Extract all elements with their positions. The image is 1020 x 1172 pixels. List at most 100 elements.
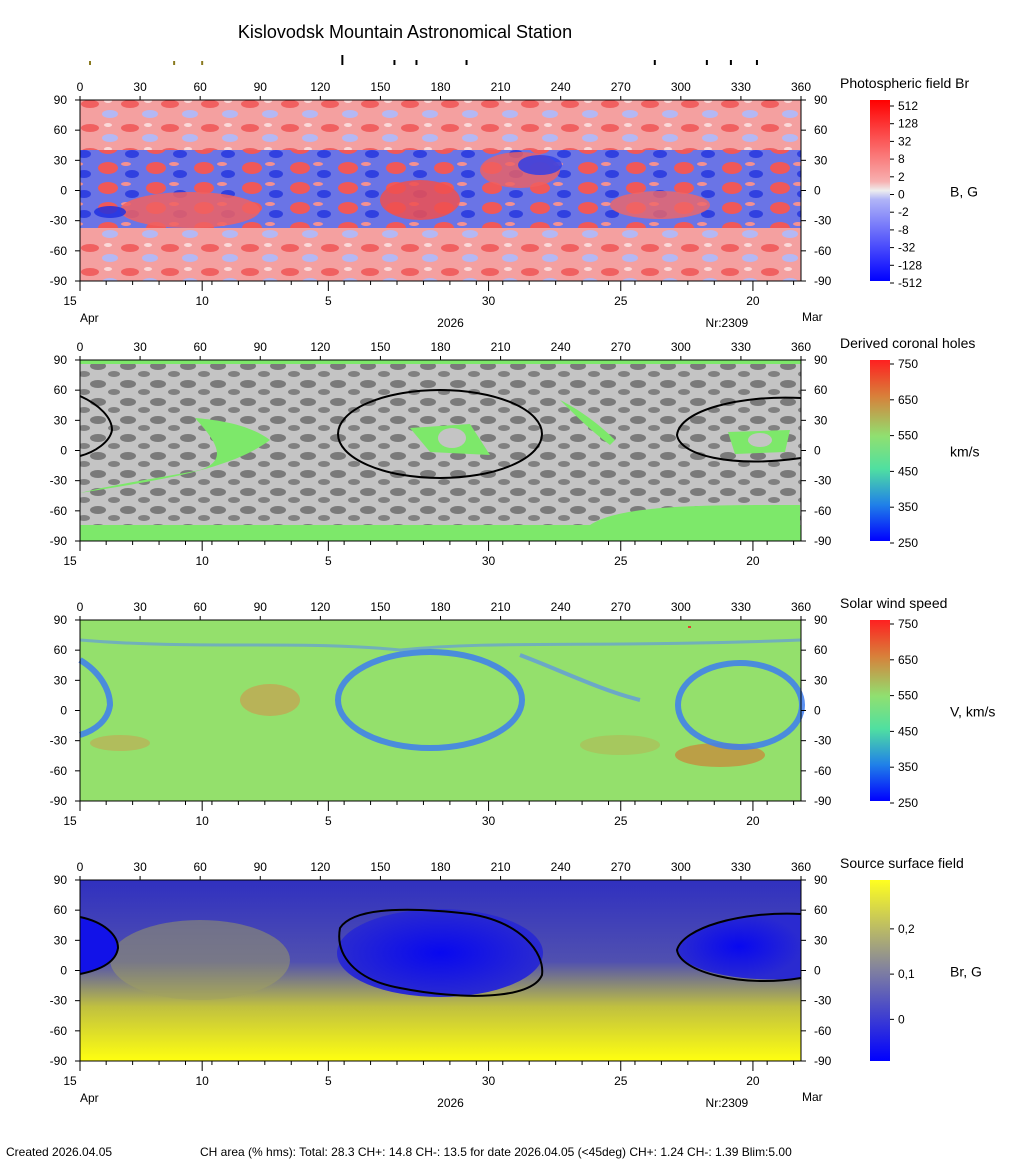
lat-tick-label-left: 90 bbox=[54, 613, 68, 627]
lon-tick-label: 360 bbox=[791, 340, 811, 354]
lat-tick-label-left: -60 bbox=[50, 1024, 68, 1038]
lat-tick-label-left: -30 bbox=[50, 734, 68, 748]
lon-tick-label: 90 bbox=[254, 340, 268, 354]
date-tick-label: 20 bbox=[746, 1074, 760, 1088]
lon-tick-label: 240 bbox=[551, 600, 571, 614]
lat-tick-label-left: 90 bbox=[54, 873, 68, 887]
coronal-holes-map bbox=[79, 360, 802, 541]
colorbar bbox=[870, 880, 890, 1061]
lon-tick-label: 240 bbox=[551, 860, 571, 874]
lat-tick-label-right: 30 bbox=[814, 153, 828, 167]
date-tick-label: 30 bbox=[482, 294, 496, 308]
lat-tick-label-left: 0 bbox=[60, 704, 67, 718]
date-tick-label: 15 bbox=[63, 814, 77, 828]
lon-tick-label: 120 bbox=[310, 860, 330, 874]
colorbar-tick-label: 8 bbox=[898, 152, 905, 166]
date-tick-label: 5 bbox=[325, 554, 332, 568]
lat-tick-label-right: 0 bbox=[814, 184, 821, 198]
lat-tick-label-left: 30 bbox=[54, 933, 68, 947]
lat-tick-label-left: 60 bbox=[54, 123, 68, 137]
lon-tick-label: 330 bbox=[731, 860, 751, 874]
lat-tick-label-left: 90 bbox=[54, 353, 68, 367]
month-label-right: Mar bbox=[802, 310, 823, 324]
colorbar-tick-label: 2 bbox=[898, 170, 905, 184]
lon-tick-label: 0 bbox=[77, 80, 84, 94]
lat-tick-label-left: -60 bbox=[50, 764, 68, 778]
date-tick-label: 25 bbox=[614, 814, 628, 828]
lat-tick-label-right: 60 bbox=[814, 643, 828, 657]
lon-tick-label: 60 bbox=[193, 80, 207, 94]
colorbar-tick-label: 750 bbox=[898, 357, 918, 371]
lat-tick-label-right: 60 bbox=[814, 123, 828, 137]
lat-tick-label-right: 90 bbox=[814, 873, 828, 887]
lon-tick-label: 0 bbox=[77, 600, 84, 614]
footer-stats: CH area (% hms): Total: 28.3 CH+: 14.8 C… bbox=[200, 1145, 792, 1159]
lon-tick-label: 330 bbox=[731, 80, 751, 94]
lat-tick-label-left: -60 bbox=[50, 244, 68, 258]
date-tick-label: 30 bbox=[482, 554, 496, 568]
colorbar-tick-label: -128 bbox=[898, 258, 922, 272]
date-tick-label: 20 bbox=[746, 294, 760, 308]
panel-title: Derived coronal holes bbox=[840, 335, 975, 351]
colorbar-tick-label: 32 bbox=[898, 134, 912, 148]
footer-created: Created 2026.04.05 bbox=[6, 1145, 112, 1159]
lon-tick-label: 150 bbox=[370, 340, 390, 354]
lon-tick-label: 210 bbox=[491, 860, 511, 874]
lon-tick-label: 30 bbox=[133, 340, 147, 354]
colorbar-tick-label: 512 bbox=[898, 99, 918, 113]
lat-tick-label-left: -60 bbox=[50, 504, 68, 518]
lon-tick-label: 210 bbox=[491, 80, 511, 94]
lon-tick-label: 30 bbox=[133, 860, 147, 874]
colorbar-tick-label: -8 bbox=[898, 223, 909, 237]
month-label-left: Apr bbox=[80, 311, 99, 325]
colorbar bbox=[870, 620, 890, 801]
lat-tick-label-right: -60 bbox=[814, 504, 832, 518]
date-tick-label: 5 bbox=[325, 1074, 332, 1088]
colorbar-tick-label: -32 bbox=[898, 241, 916, 255]
lat-tick-label-right: -30 bbox=[814, 734, 832, 748]
lat-tick-label-left: 0 bbox=[60, 444, 67, 458]
date-tick-label: 15 bbox=[63, 294, 77, 308]
panel-coronal-holes bbox=[79, 360, 802, 541]
rotation-label: Nr:2309 bbox=[706, 1096, 749, 1110]
colorbar-tick-label: 0,2 bbox=[898, 922, 915, 936]
lon-tick-label: 150 bbox=[370, 860, 390, 874]
lat-tick-label-left: 30 bbox=[54, 153, 68, 167]
lon-tick-label: 180 bbox=[430, 600, 450, 614]
figure-title: Kislovodsk Mountain Astronomical Station bbox=[238, 22, 572, 42]
lat-tick-label-left: 0 bbox=[60, 964, 67, 978]
lon-tick-label: 150 bbox=[370, 600, 390, 614]
lon-tick-label: 270 bbox=[611, 860, 631, 874]
lat-tick-label-right: -90 bbox=[814, 534, 832, 548]
lat-tick-label-right: -60 bbox=[814, 764, 832, 778]
colorbar-tick-label: 0 bbox=[898, 188, 905, 202]
lon-tick-label: 120 bbox=[310, 80, 330, 94]
lat-tick-label-right: -60 bbox=[814, 1024, 832, 1038]
colorbar-tick-label: 750 bbox=[898, 617, 918, 631]
lon-tick-label: 120 bbox=[310, 600, 330, 614]
colorbar-tick-label: 0,1 bbox=[898, 967, 915, 981]
date-tick-label: 10 bbox=[195, 1074, 209, 1088]
lat-tick-label-left: 0 bbox=[60, 184, 67, 198]
lat-tick-label-left: 90 bbox=[54, 93, 68, 107]
lon-tick-label: 60 bbox=[193, 860, 207, 874]
colorbar-tick-label: 450 bbox=[898, 724, 918, 738]
lat-tick-label-left: 60 bbox=[54, 643, 68, 657]
date-tick-label: 10 bbox=[195, 294, 209, 308]
colorbar-tick-label: 128 bbox=[898, 117, 918, 131]
lat-tick-label-left: -90 bbox=[50, 794, 68, 808]
lat-tick-label-right: 0 bbox=[814, 964, 821, 978]
panel-title: Source surface field bbox=[840, 855, 964, 871]
lat-tick-label-right: 60 bbox=[814, 383, 828, 397]
lon-tick-label: 60 bbox=[193, 340, 207, 354]
date-tick-label: 15 bbox=[63, 554, 77, 568]
date-tick-label: 30 bbox=[482, 1074, 496, 1088]
lon-tick-label: 270 bbox=[611, 340, 631, 354]
colorbar-unit: B, G bbox=[950, 184, 978, 200]
date-tick-label: 5 bbox=[325, 814, 332, 828]
colorbar-unit: V, km/s bbox=[950, 704, 995, 720]
lon-tick-label: 240 bbox=[551, 340, 571, 354]
lon-tick-label: 210 bbox=[491, 600, 511, 614]
lat-tick-label-left: -90 bbox=[50, 274, 68, 288]
